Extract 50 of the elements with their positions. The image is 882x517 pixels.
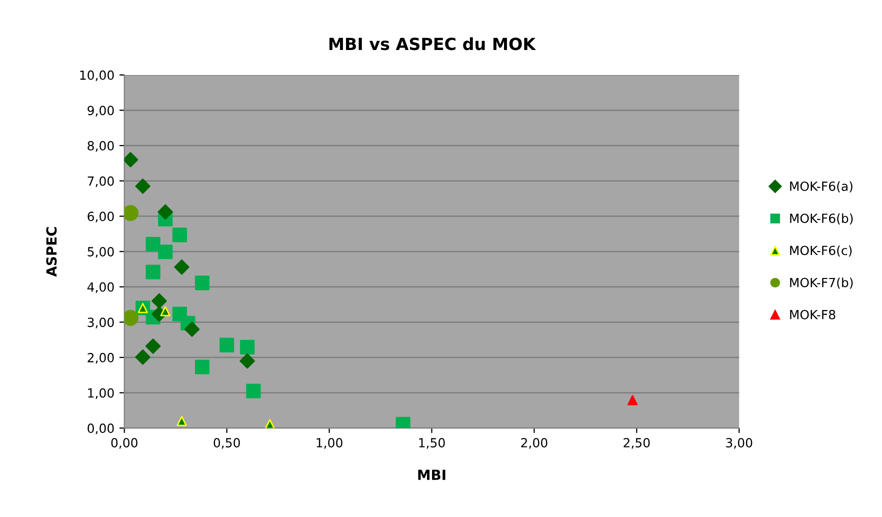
- y-tick-label: 0,00: [88, 424, 114, 434]
- point: [146, 236, 160, 252]
- point: [135, 349, 150, 365]
- point: [174, 259, 190, 275]
- y-tick-label: 8,00: [88, 141, 114, 152]
- point: [124, 152, 138, 168]
- point: [627, 395, 638, 406]
- point: [135, 178, 150, 194]
- point: [152, 293, 167, 309]
- point: [160, 306, 170, 316]
- point: [194, 360, 210, 374]
- point: [158, 204, 173, 220]
- y-tick-label: 2,00: [88, 352, 114, 364]
- x-tick-label: 2,50: [624, 438, 650, 449]
- legend-label: MOK-F6(a): [790, 181, 852, 192]
- legend-label: MOK-F7(b): [790, 278, 853, 289]
- y-tick-label: 5,00: [88, 246, 114, 258]
- y-tick-label: 1,00: [88, 388, 114, 399]
- point: [172, 228, 187, 242]
- x-tick-label: 0,00: [111, 438, 138, 449]
- point: [194, 276, 210, 290]
- chart-title: MBI vs ASPEC du MOK: [329, 37, 536, 50]
- x-axis-title: MBI: [418, 470, 446, 480]
- y-tick-label: 10,00: [80, 70, 114, 82]
- y-tick-label: 3,00: [88, 318, 114, 328]
- legend-label: MOK-F8: [790, 310, 836, 320]
- legend-label: MOK-F6(b): [790, 213, 853, 225]
- point: [124, 310, 138, 326]
- y-tick-label: 6,00: [88, 212, 114, 222]
- y-tick-label: 7,00: [88, 176, 114, 188]
- point: [220, 338, 234, 352]
- point: [264, 419, 275, 428]
- point: [158, 244, 173, 260]
- point: [240, 353, 255, 369]
- point: [124, 205, 138, 222]
- y-axis-title: ASPEC: [46, 227, 57, 277]
- point: [176, 416, 187, 426]
- point: [184, 322, 200, 337]
- y-tick-label: 4,00: [87, 282, 114, 294]
- point: [240, 340, 255, 354]
- x-tick-label: 1,50: [419, 438, 445, 449]
- point: [145, 338, 161, 354]
- x-tick-label: 0,50: [214, 438, 240, 449]
- point: [146, 264, 160, 280]
- x-tick-label: 3,00: [726, 438, 752, 449]
- point: [246, 384, 261, 398]
- x-tick-label: 1,00: [316, 438, 342, 449]
- x-tick-label: 2,00: [521, 438, 548, 449]
- legend-label: MOK-F6(c): [790, 245, 852, 257]
- y-tick-label: 9,00: [88, 106, 114, 116]
